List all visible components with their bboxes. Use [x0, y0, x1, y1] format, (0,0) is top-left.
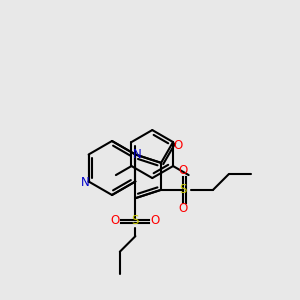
- Text: O: O: [111, 214, 120, 227]
- Text: S: S: [179, 183, 187, 196]
- Text: N: N: [81, 176, 90, 189]
- Text: O: O: [178, 202, 188, 215]
- Text: N: N: [133, 148, 142, 161]
- Text: O: O: [151, 214, 160, 227]
- Text: O: O: [174, 139, 183, 152]
- Text: S: S: [132, 214, 139, 227]
- Text: O: O: [178, 164, 188, 177]
